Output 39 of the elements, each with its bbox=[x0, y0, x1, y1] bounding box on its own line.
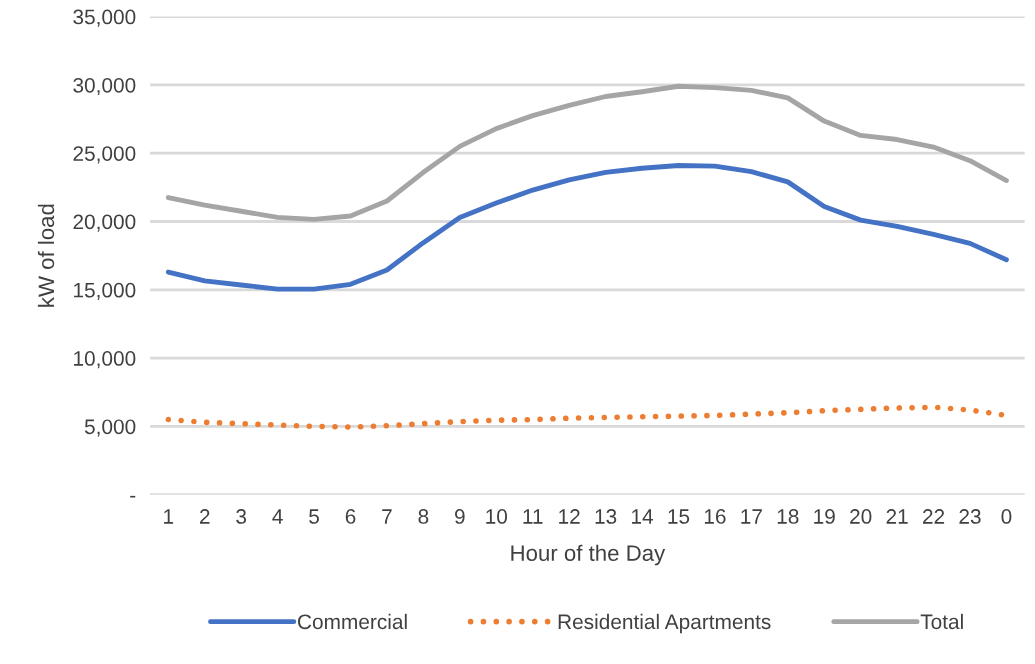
x-tick-label: 14 bbox=[632, 509, 653, 524]
line-series bbox=[165, 83, 1009, 222]
x-tick-label: 13 bbox=[595, 509, 617, 524]
y-tick-label: 5,000 bbox=[84, 419, 136, 437]
x-tick-label: 20 bbox=[850, 509, 872, 524]
x-tick-label: 11 bbox=[523, 509, 543, 524]
x-tick-label: 6 bbox=[345, 509, 356, 524]
x-tick-label: 8 bbox=[418, 509, 429, 524]
legend-label: Commercial bbox=[298, 613, 407, 630]
x-tick-label: 10 bbox=[486, 509, 508, 524]
y-axis-title: kW of load bbox=[37, 204, 55, 307]
x-tick-label: 3 bbox=[236, 509, 247, 524]
y-tick-label: 15,000 bbox=[74, 282, 136, 300]
y-tick-label: 35,000 bbox=[73, 9, 136, 27]
y-tick-label: 25,000 bbox=[73, 146, 136, 164]
x-tick-label: 22 bbox=[923, 509, 945, 524]
line-series bbox=[165, 163, 1009, 292]
x-tick-label: 4 bbox=[272, 509, 283, 524]
x-tick-label: 23 bbox=[959, 509, 981, 524]
x-tick-label: 5 bbox=[309, 509, 319, 524]
y-tick-label: 20,000 bbox=[73, 214, 136, 232]
x-tick-label: 0 bbox=[1001, 509, 1012, 524]
x-tick-label: 16 bbox=[704, 509, 726, 524]
x-tick-label: 9 bbox=[455, 509, 465, 524]
x-tick-label: 12 bbox=[559, 509, 580, 524]
x-tick-label: 21 bbox=[886, 509, 908, 524]
y-tick-label: - bbox=[130, 495, 136, 498]
x-tick-label: 2 bbox=[199, 509, 210, 524]
x-tick-label: 17 bbox=[741, 509, 762, 524]
x-tick-label: 1 bbox=[164, 509, 174, 524]
x-axis-title: Hour of the Day bbox=[511, 544, 666, 566]
y-tick-label: 30,000 bbox=[73, 77, 136, 96]
x-tick-label: 15 bbox=[668, 509, 690, 524]
y-tick-label: 10,000 bbox=[74, 351, 136, 369]
legend-label: Residential Apartments bbox=[558, 613, 771, 634]
x-tick-label: 19 bbox=[814, 509, 835, 524]
legend-label: Total bbox=[920, 613, 963, 630]
x-tick-label: 7 bbox=[382, 509, 392, 524]
x-tick-label: 18 bbox=[777, 509, 799, 524]
